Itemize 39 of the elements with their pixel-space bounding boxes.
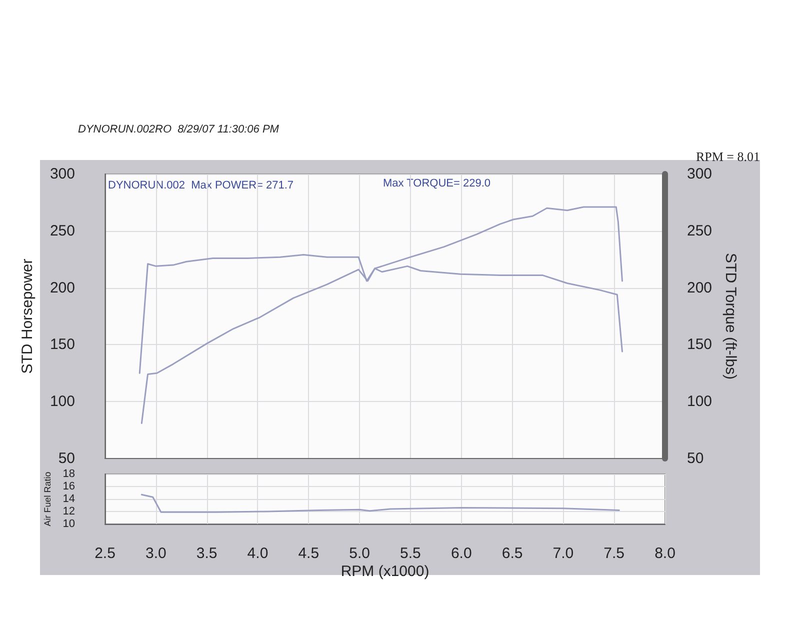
- y2-tick-label: 50: [687, 450, 704, 467]
- x-tick-label: 3.0: [145, 545, 166, 562]
- x-tick-label: 4.0: [247, 545, 268, 562]
- x-tick-label: 6.5: [502, 545, 523, 562]
- x-tick-label: 4.5: [298, 545, 320, 562]
- annotation: Max TORQUE= 229.0: [383, 178, 491, 190]
- y2-tick-label: 250: [687, 222, 712, 240]
- annotation: DYNORUN.002 Max POWER= 271.7: [108, 180, 294, 192]
- x-tick-label: 8.0: [654, 545, 676, 562]
- y-tick-label: 16: [62, 480, 75, 492]
- x-tick-label: 5.0: [349, 545, 370, 562]
- y2-tick-label: 300: [687, 166, 712, 182]
- y-tick-label: 12: [62, 506, 75, 518]
- y-tick-label: 50: [58, 450, 75, 467]
- y-tick-label: 250: [50, 222, 75, 240]
- y2-tick-label: 200: [687, 279, 712, 296]
- y-tick-label: 300: [50, 166, 75, 182]
- x-tick-label: 2.5: [94, 545, 116, 562]
- x-tick-label: 6.0: [450, 545, 472, 562]
- line-series: [140, 206, 623, 424]
- y-tick-label: 150: [50, 336, 75, 354]
- y2-tick-label: 100: [687, 393, 712, 410]
- y-tick-label: 100: [50, 393, 75, 410]
- x-axis-title: RPM (x1000): [340, 563, 430, 580]
- y-tick-label: 10: [62, 518, 75, 530]
- x-tick-label: 7.0: [552, 545, 574, 562]
- y-tick-label: 14: [62, 493, 75, 505]
- y-axis-title: Air Fuel Ratio: [42, 472, 52, 526]
- text: RPM = 8.01: [696, 149, 760, 164]
- x-tick-label: 3.5: [196, 545, 218, 562]
- text: DYNORUN.002RO 8/29/07 11:30:06 PM: [78, 124, 280, 136]
- y-tick-label: 200: [50, 279, 75, 296]
- y2-axis-title: STD Torque (ft-lbs): [722, 253, 739, 380]
- x-tick-label: 5.5: [400, 545, 421, 562]
- y-tick-label: 18: [62, 468, 75, 480]
- y-axis-title: STD Horsepower: [19, 258, 36, 374]
- x-tick-label: 7.5: [604, 545, 625, 562]
- line-series: [140, 494, 620, 513]
- y2-tick-label: 150: [687, 336, 712, 354]
